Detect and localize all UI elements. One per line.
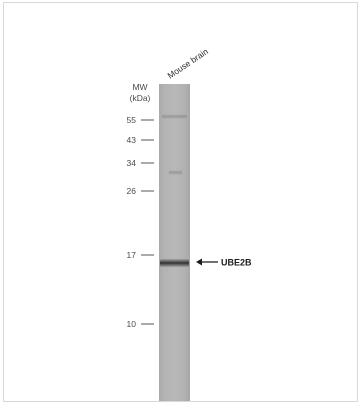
marker-label-17: 17	[127, 250, 137, 260]
figure-frame: Mouse brain MW (kDa) 55 43 34 26 17 10 U…	[3, 2, 358, 402]
target-label: UBE2B	[221, 258, 252, 268]
blot-lane	[159, 84, 190, 401]
marker-label-55: 55	[127, 115, 137, 125]
lane-label-mouse-brain: Mouse brain	[166, 46, 211, 81]
marker-label-26: 26	[127, 186, 137, 196]
western-blot-figure: Mouse brain MW (kDa) 55 43 34 26 17 10 U…	[127, 46, 252, 401]
faint-band-upper	[162, 114, 187, 119]
ube2b-band	[160, 259, 189, 267]
mw-unit: (kDa)	[130, 93, 151, 103]
mw-header: MW	[132, 82, 147, 92]
marker-label-43: 43	[127, 135, 137, 145]
faint-band-middle	[169, 170, 182, 175]
marker-label-10: 10	[127, 319, 137, 329]
marker-label-34: 34	[127, 158, 137, 168]
target-arrow-icon	[196, 258, 218, 266]
